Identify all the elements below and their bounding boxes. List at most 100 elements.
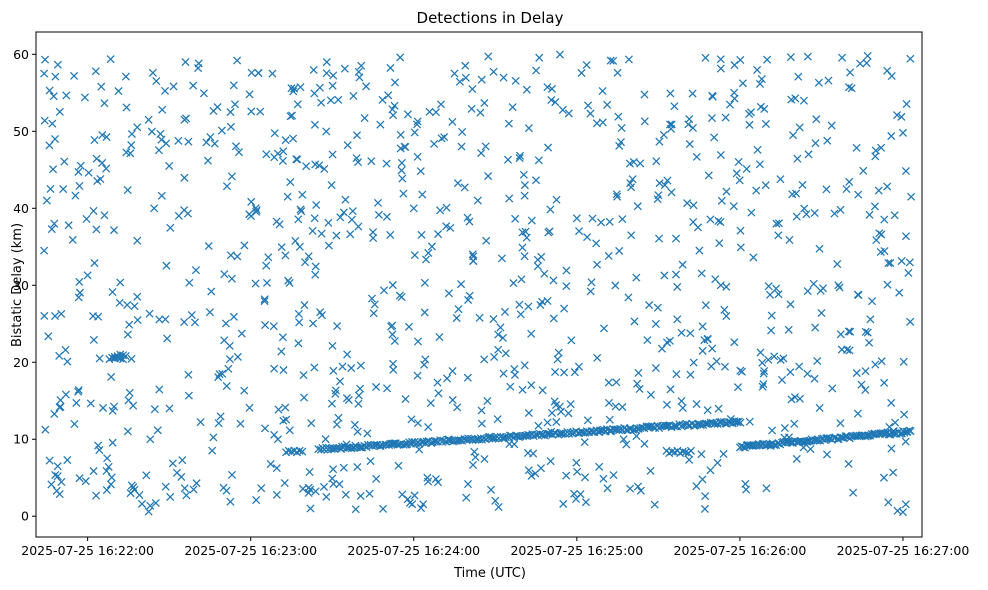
detection-point bbox=[388, 330, 397, 339]
detection-point bbox=[74, 387, 83, 396]
detection-point bbox=[184, 370, 193, 379]
detection-point bbox=[496, 323, 505, 332]
detection-point bbox=[904, 268, 913, 277]
detection-point bbox=[844, 83, 854, 92]
x-tick-label: 2025-07-25 16:25:00 bbox=[510, 543, 643, 558]
detection-point bbox=[536, 464, 546, 473]
detection-point bbox=[604, 251, 613, 260]
detection-point bbox=[897, 112, 906, 121]
detection-point bbox=[247, 107, 256, 116]
detection-point bbox=[758, 358, 767, 367]
detection-point bbox=[307, 419, 316, 428]
detection-point bbox=[859, 166, 868, 175]
detection-point bbox=[147, 127, 156, 136]
detection-point bbox=[586, 287, 595, 296]
detection-point bbox=[810, 208, 819, 218]
detection-point bbox=[152, 77, 161, 86]
detection-point bbox=[226, 497, 235, 506]
detection-point bbox=[301, 258, 310, 267]
detection-point bbox=[425, 107, 434, 116]
detection-point bbox=[689, 358, 698, 367]
detection-point bbox=[420, 278, 429, 287]
detection-point bbox=[635, 384, 644, 394]
detection-point bbox=[284, 276, 293, 285]
detection-point bbox=[844, 327, 853, 336]
detection-point bbox=[503, 155, 513, 164]
detection-point bbox=[523, 448, 533, 458]
detection-point bbox=[410, 491, 419, 500]
detection-point bbox=[450, 69, 459, 78]
detection-point bbox=[715, 239, 724, 248]
detection-point bbox=[81, 477, 90, 486]
detection-point bbox=[732, 169, 741, 178]
detection-point bbox=[540, 269, 549, 278]
detection-point bbox=[861, 367, 870, 376]
detection-point bbox=[490, 352, 499, 361]
detection-point bbox=[302, 162, 311, 171]
detection-point bbox=[442, 222, 451, 231]
detection-point bbox=[772, 284, 781, 293]
detection-point bbox=[260, 297, 269, 306]
detection-point bbox=[877, 357, 886, 366]
detection-point bbox=[655, 179, 664, 188]
detection-point bbox=[714, 404, 723, 413]
detection-point bbox=[122, 103, 131, 112]
detection-point bbox=[887, 132, 896, 141]
detection-point bbox=[90, 258, 99, 268]
detection-point bbox=[413, 117, 422, 126]
detection-point bbox=[845, 346, 854, 355]
detection-point bbox=[180, 318, 189, 327]
detection-point bbox=[598, 118, 607, 127]
detection-point bbox=[286, 178, 295, 187]
detection-point bbox=[304, 252, 313, 261]
detection-point bbox=[262, 261, 271, 270]
detection-point bbox=[863, 328, 872, 337]
detection-point bbox=[247, 197, 256, 206]
detection-point bbox=[532, 66, 541, 75]
detection-point bbox=[611, 281, 620, 290]
detection-point bbox=[544, 228, 553, 237]
detection-point bbox=[378, 95, 387, 104]
detection-point bbox=[547, 408, 557, 417]
detection-point bbox=[520, 252, 529, 261]
detection-point bbox=[444, 289, 453, 298]
detection-point bbox=[716, 150, 725, 160]
detection-point bbox=[898, 508, 908, 517]
detection-point bbox=[237, 329, 246, 338]
detection-point bbox=[695, 246, 704, 255]
detection-point bbox=[207, 287, 216, 296]
detection-point bbox=[815, 244, 824, 253]
detection-point bbox=[803, 287, 812, 296]
plot-area bbox=[40, 50, 916, 517]
detection-point bbox=[144, 115, 153, 124]
detection-point bbox=[780, 423, 789, 433]
detection-point bbox=[614, 112, 623, 121]
detection-point bbox=[41, 425, 50, 434]
detection-point bbox=[90, 136, 99, 145]
detection-point bbox=[347, 364, 356, 373]
detection-point bbox=[221, 319, 230, 328]
detection-point bbox=[41, 55, 50, 64]
detection-point bbox=[570, 489, 579, 498]
detection-point bbox=[353, 462, 362, 472]
detection-point bbox=[893, 506, 902, 515]
detection-point bbox=[756, 348, 765, 357]
detection-point bbox=[260, 295, 269, 304]
detection-point bbox=[733, 418, 742, 427]
detection-point bbox=[379, 286, 389, 295]
detection-point bbox=[341, 490, 350, 499]
detection-point bbox=[150, 405, 159, 414]
detection-point bbox=[55, 490, 64, 499]
detection-point bbox=[104, 462, 113, 471]
detection-point bbox=[226, 251, 235, 260]
detection-point bbox=[352, 131, 362, 140]
detection-point bbox=[536, 300, 545, 310]
detection-point bbox=[178, 456, 187, 465]
detection-point bbox=[463, 480, 473, 489]
detection-point bbox=[584, 101, 593, 110]
detection-point bbox=[340, 64, 349, 73]
detection-point bbox=[74, 167, 83, 176]
detection-point bbox=[522, 431, 531, 440]
detection-point bbox=[794, 72, 803, 81]
detection-point bbox=[906, 54, 915, 63]
